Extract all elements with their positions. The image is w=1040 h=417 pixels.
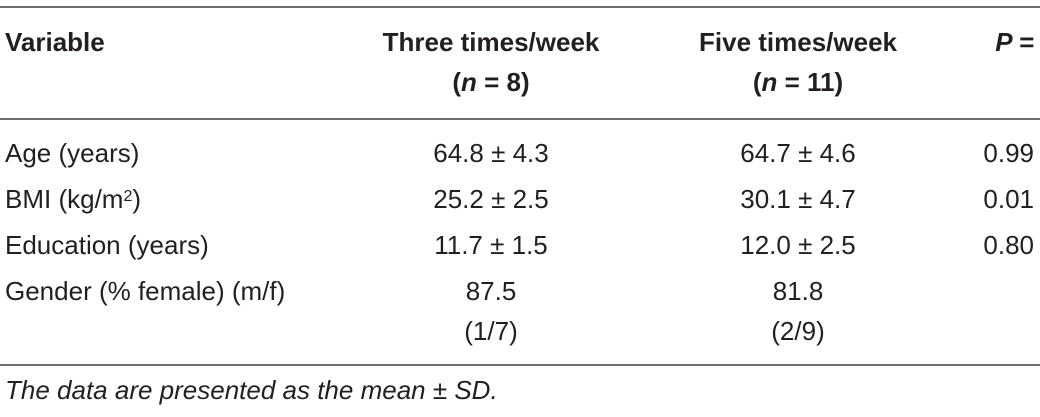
header-group2-n: (n = 11) [616, 62, 980, 102]
n-symbol: n [461, 67, 477, 97]
header-p-value: P = [995, 27, 1034, 57]
n-value: = 8) [476, 67, 530, 97]
row-gender-group2-value: 81.8 [772, 276, 824, 306]
bmi-close: ) [132, 184, 142, 214]
row-age-p: 0.99 [983, 138, 1034, 168]
n-value: = 11) [777, 67, 844, 97]
header-group2-title: Five times/week [699, 27, 897, 57]
row-age-label: Age (years) [5, 138, 140, 168]
paren: ( [752, 67, 762, 97]
row-bmi-label: BMI (kg/m2) [5, 179, 141, 219]
row-age-group2: 64.7 ± 4.6 [740, 138, 856, 168]
row-education-p: 0.80 [983, 230, 1034, 260]
row-gender-group2-ratio: (2/9) [771, 316, 825, 346]
row-gender-group1-value: 87.5 [465, 276, 517, 306]
header-group1-n: (n = 8) [309, 62, 673, 102]
table-footnote: The data are presented as the mean ± SD. [5, 375, 498, 405]
row-bmi-p: 0.01 [983, 184, 1034, 214]
bmi-superscript: 2 [123, 188, 133, 205]
row-education-group1: 11.7 ± 1.5 [434, 230, 548, 260]
row-bmi-group1: 25.2 ± 2.5 [433, 184, 549, 214]
row-gender-group1-ratio: (1/7) [464, 316, 518, 346]
header-group1-title: Three times/week [382, 27, 600, 57]
paren: ( [452, 67, 462, 97]
bmi-text: BMI (kg/m [5, 184, 124, 214]
header-variable: Variable [5, 27, 105, 57]
row-gender-label: Gender (% female) (m/f) [5, 276, 286, 306]
row-education-label: Education (years) [5, 230, 209, 260]
top-rule [0, 6, 1040, 8]
bottom-rule [0, 364, 1040, 366]
row-age-group1: 64.8 ± 4.3 [433, 138, 549, 168]
row-education-group2: 12.0 ± 2.5 [740, 230, 856, 260]
n-symbol: n [761, 67, 778, 97]
header-rule [0, 118, 1040, 120]
row-bmi-group2: 30.1 ± 4.7 [740, 184, 856, 214]
